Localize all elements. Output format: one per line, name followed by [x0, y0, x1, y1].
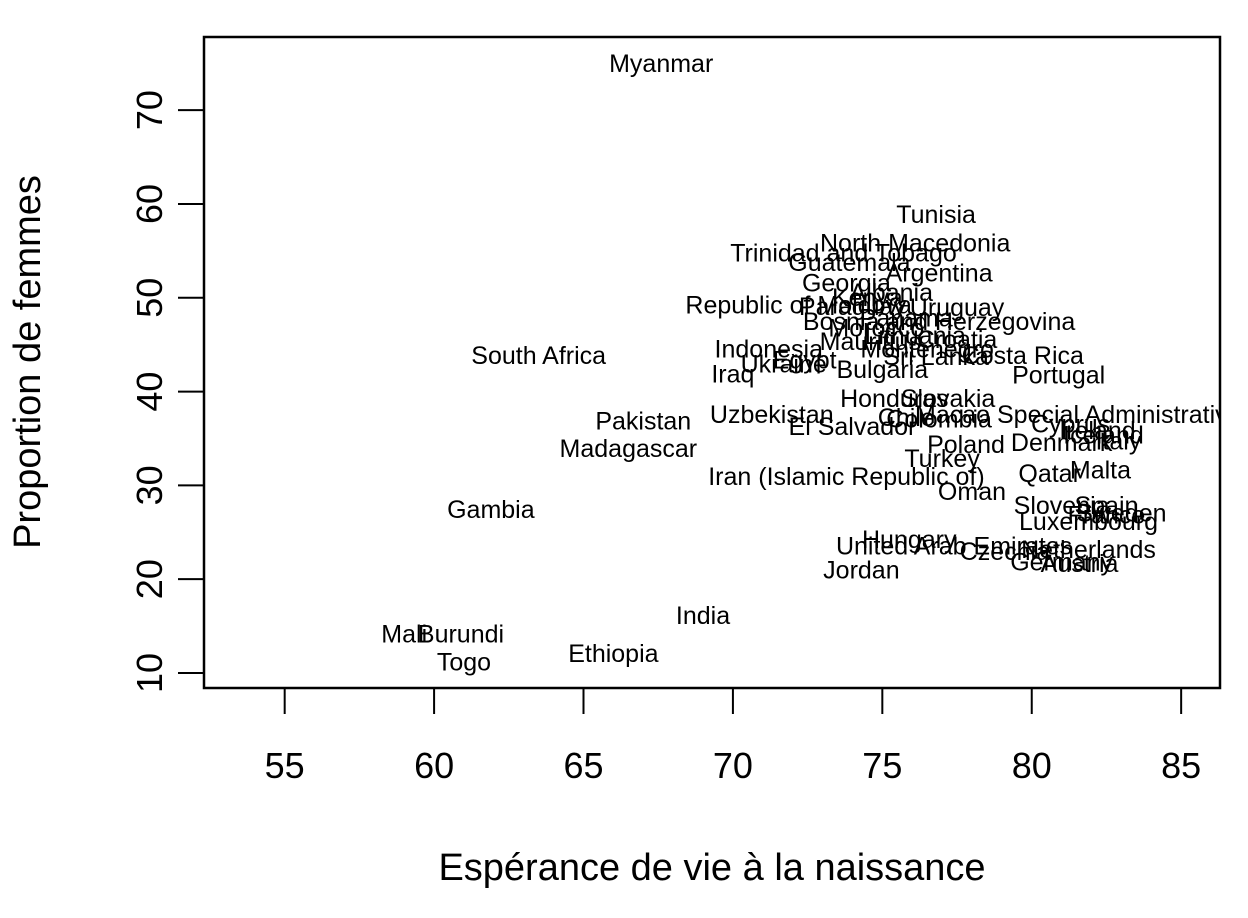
point-label: Portugal [1012, 362, 1105, 390]
x-tick-label: 65 [563, 745, 603, 786]
point-label: Madagascar [560, 435, 698, 463]
point-label: Honduras [840, 385, 948, 413]
y-tick-label: 10 [129, 653, 170, 693]
point-label: Uruguay [910, 294, 1005, 322]
y-tick-label: 20 [129, 559, 170, 599]
point-label: Czechia [960, 538, 1050, 566]
point-label: Croatia [917, 326, 998, 354]
point-label: Gambia [447, 496, 535, 524]
point-label: Macao Special Administrative Region [915, 401, 1248, 429]
point-label: Netherlands [1021, 536, 1156, 564]
point-label: Iran (Islamic Republic of) [708, 463, 984, 491]
point-label: Pakistan [595, 408, 691, 436]
point-label: Malta [1070, 456, 1131, 484]
point-label: South Africa [471, 342, 606, 370]
point-label: Cyprus [1031, 410, 1110, 438]
y-tick-label: 70 [129, 90, 170, 130]
point-label: Myanmar [609, 50, 713, 78]
y-tick-label: 40 [129, 372, 170, 412]
y-axis-title: Proportion de femmes [7, 175, 49, 549]
point-label: Poland [927, 431, 1005, 459]
point-label: Ukraine [741, 350, 827, 378]
point-label: Egypt [773, 347, 837, 375]
point-label: Paraguay [799, 293, 907, 321]
x-tick-label: 80 [1012, 745, 1052, 786]
point-label: Turkey [904, 445, 980, 473]
x-axis-title: Espérance de vie à la naissance [438, 847, 985, 889]
x-tick-label: 60 [414, 745, 454, 786]
point-label: El Salvador [789, 413, 917, 441]
point-label: Slovakia [901, 385, 996, 413]
point-label: Luxembourg [1019, 508, 1158, 536]
point-label: Oman [938, 478, 1006, 506]
y-axis: 10 20 30 40 50 60 70 [129, 90, 205, 693]
point-label: Jordan [823, 557, 899, 585]
point-label: Bulgaria [836, 356, 928, 384]
point-label: Italy [1095, 427, 1141, 455]
point-label: Togo [437, 649, 491, 677]
point-label: United Arab Emirates [836, 532, 1072, 560]
point-label: Uzbekistan [710, 401, 834, 429]
point-label: Sweden [1076, 500, 1166, 528]
y-tick-label: 30 [129, 465, 170, 505]
point-label: Burundi [418, 621, 504, 649]
point-label: Argentina [886, 259, 993, 287]
point-label: Spain [1074, 492, 1138, 520]
point-label: Sri Lanka [883, 343, 989, 371]
point-label: Georgia [802, 270, 891, 298]
point-label: Albania [850, 279, 933, 307]
point-label: Ireland [1059, 417, 1135, 445]
x-tick-label: 75 [862, 745, 902, 786]
point-label: Republic of Moldova [685, 291, 912, 319]
point-label: Qatar [1018, 460, 1081, 488]
point-label: Denmark [1011, 429, 1113, 457]
x-tick-label: 70 [713, 745, 753, 786]
point-label: Panama [860, 304, 953, 332]
point-label: Colombia [886, 406, 992, 434]
point-label: Mali [381, 621, 427, 649]
point-label: Tunisia [896, 201, 976, 229]
point-label: Guatemala [788, 249, 910, 277]
point-label: Iraq [711, 361, 754, 389]
point-label: France [1068, 501, 1146, 529]
point-label: Iceland [1063, 422, 1144, 450]
point-label: Lithuania [864, 322, 966, 350]
x-tick-label: 85 [1161, 745, 1201, 786]
point-label: Slovenia [1014, 492, 1110, 520]
point-label: Morocco [828, 315, 924, 343]
point-label: Austria [1041, 550, 1119, 578]
point-label: India [676, 602, 730, 630]
point-label: North Macedonia [820, 229, 1010, 257]
point-label: Montenegro [860, 335, 993, 363]
y-tick-label: 50 [129, 278, 170, 318]
point-label: Mauritius [820, 328, 921, 356]
point-label: Hungary [862, 526, 957, 554]
y-tick-label: 60 [129, 184, 170, 224]
x-axis: 55 60 65 70 75 80 85 [265, 687, 1201, 786]
point-label: Indonesia [715, 335, 824, 363]
point-label: Germany [1010, 548, 1113, 576]
x-tick-label: 55 [265, 745, 305, 786]
point-label: Ethiopia [568, 640, 658, 668]
point-label: Trinidad and Tobago [730, 240, 957, 268]
point-label: Kenya [832, 284, 903, 312]
point-label: Chile [878, 404, 935, 432]
point-label: Costa Rica [962, 342, 1084, 370]
point-label: Bosnia and Herzegovina [803, 308, 1075, 336]
